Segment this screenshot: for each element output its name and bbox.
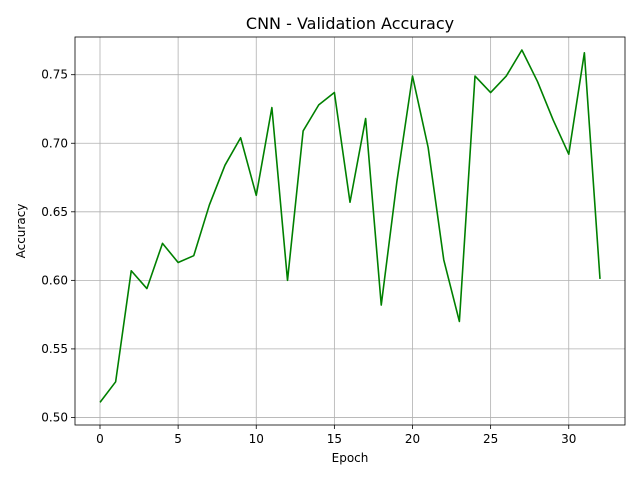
x-tick-label: 25 (483, 432, 498, 446)
x-axis-label: Epoch (332, 451, 369, 465)
y-tick-label: 0.55 (41, 342, 68, 356)
x-tick-label: 20 (405, 432, 420, 446)
accuracy-series-line (99, 49, 601, 403)
series-layer (99, 49, 601, 403)
y-tick-label: 0.65 (41, 205, 68, 219)
chart-title: CNN - Validation Accuracy (246, 14, 454, 33)
y-tick-label: 0.70 (41, 136, 68, 150)
y-tick-label: 0.75 (41, 68, 68, 82)
x-tick-label: 15 (327, 432, 342, 446)
plot-area-frame (74, 36, 626, 426)
y-axis-label: Accuracy (14, 204, 28, 259)
x-tick-label: 5 (174, 432, 182, 446)
x-tick-label: 0 (96, 432, 104, 446)
x-tick-label: 30 (561, 432, 576, 446)
y-tick-label: 0.50 (41, 410, 68, 424)
y-tick-label: 0.60 (41, 273, 68, 287)
axis-ticks: 0 5 10 15 20 25 30 0.50 0.55 0.60 0.65 0.70 0.75 (41, 68, 576, 446)
x-tick-label: 10 (249, 432, 264, 446)
